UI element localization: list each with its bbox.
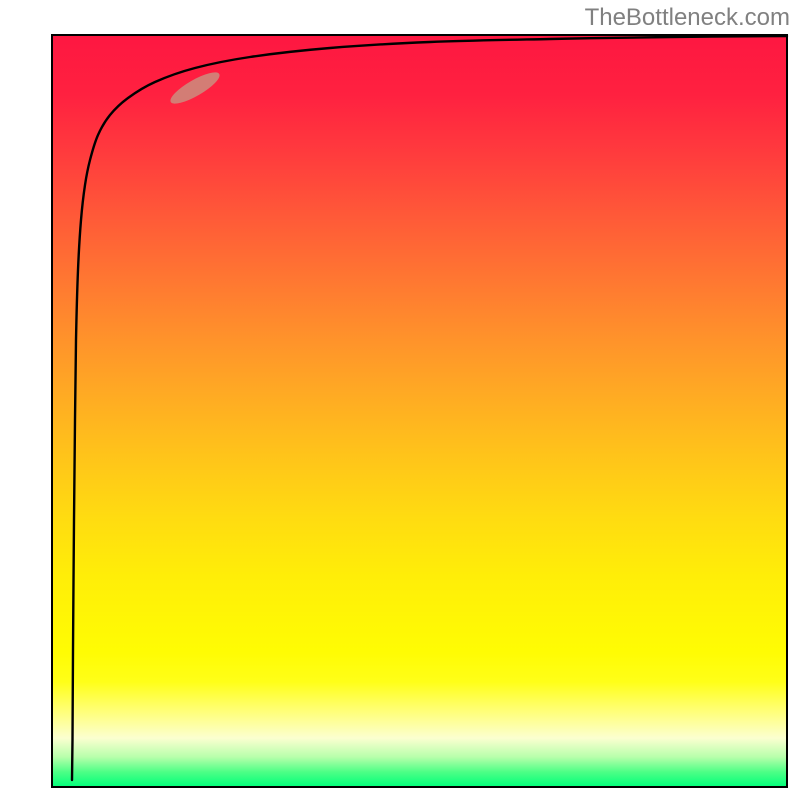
plot-gradient-background bbox=[52, 35, 787, 787]
watermark-label: TheBottleneck.com bbox=[585, 4, 790, 32]
chart-root: TheBottleneck.com bbox=[0, 0, 800, 800]
bottleneck-curve-chart bbox=[0, 0, 800, 800]
